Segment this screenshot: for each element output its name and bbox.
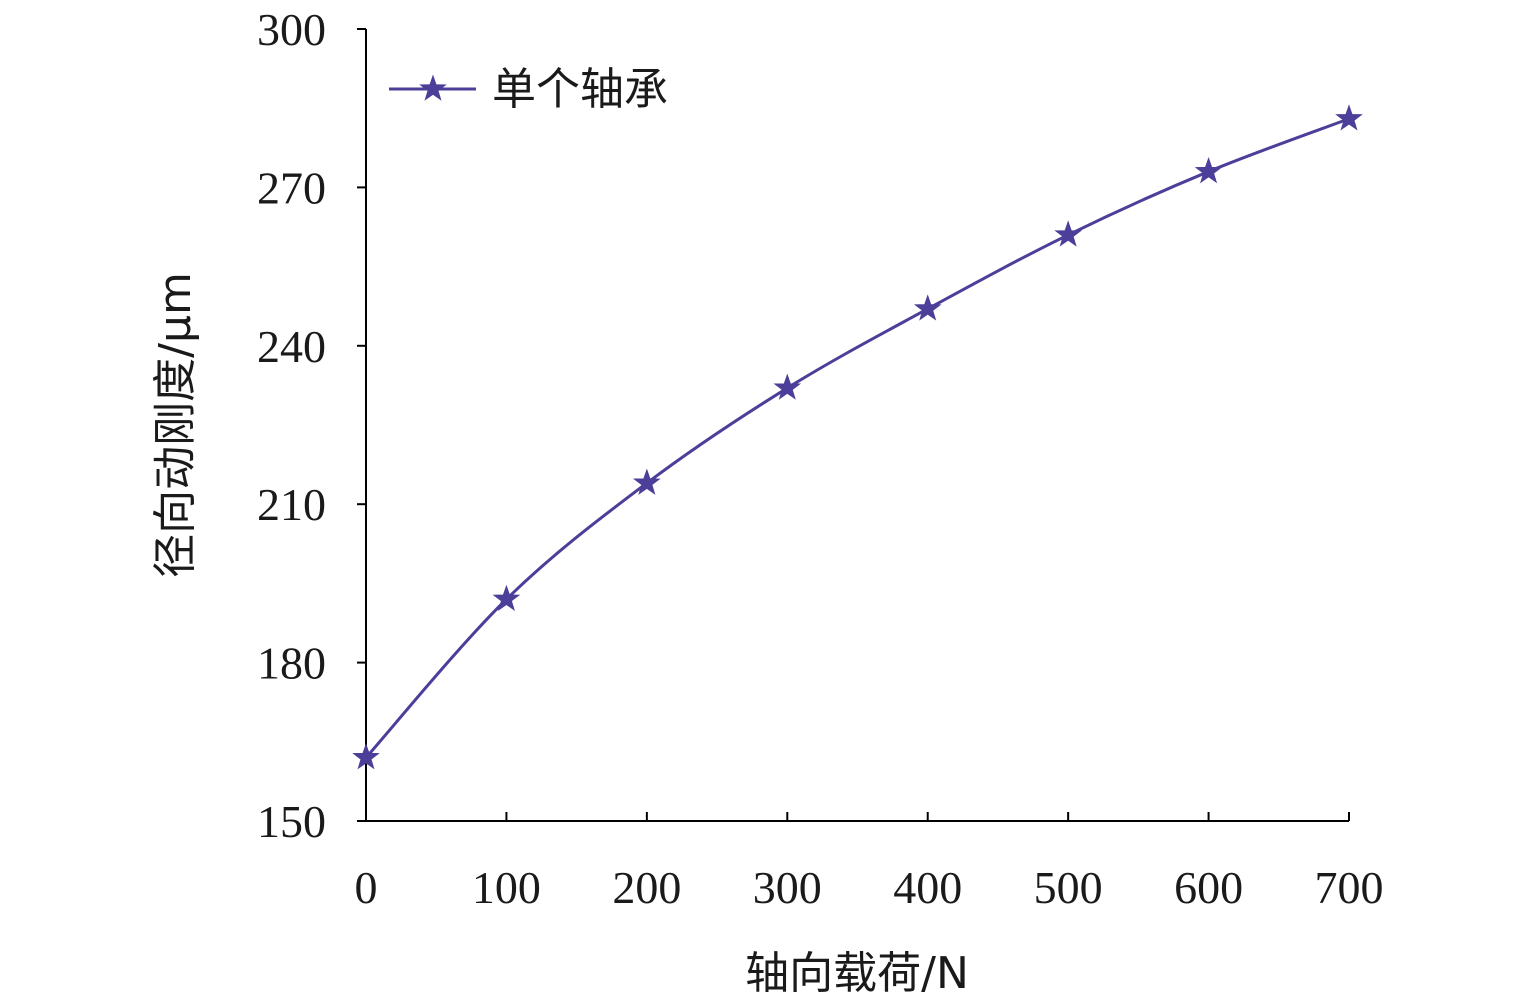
data-point-star <box>1335 104 1363 131</box>
legend-label: 单个轴承 <box>492 64 668 115</box>
legend-star-icon <box>419 74 447 101</box>
series-line <box>364 117 1350 759</box>
y-tick-label: 180 <box>257 638 326 689</box>
axes <box>365 29 1349 822</box>
x-axis-title: 轴向载荷/N <box>745 948 969 999</box>
x-tick-label: 600 <box>1174 862 1243 913</box>
x-tick-label: 300 <box>753 862 822 913</box>
x-tick-label: 500 <box>1034 862 1103 913</box>
legend: 单个轴承 <box>389 64 668 115</box>
x-tick-label: 400 <box>893 862 962 913</box>
y-tick-label: 210 <box>257 479 326 530</box>
x-tick-label: 100 <box>472 862 541 913</box>
y-tick-label: 240 <box>257 321 326 372</box>
data-point-star <box>633 468 661 495</box>
data-point-star <box>913 294 942 321</box>
y-tick-label: 270 <box>257 162 326 213</box>
data-point-star <box>352 743 380 770</box>
data-point-star <box>492 584 521 611</box>
y-axis-title: 径向动刚度/μm <box>150 272 201 578</box>
y-tick-label: 150 <box>257 796 326 847</box>
data-point-star <box>1054 220 1082 247</box>
x-tick-label: 700 <box>1315 862 1384 913</box>
data-point-star <box>1194 157 1223 184</box>
x-tick-label: 200 <box>612 862 681 913</box>
series-layer <box>352 104 1363 770</box>
x-tick-label: 0 <box>355 862 378 913</box>
ticks: 150 180 210 240 270 300 0 100 200 300 400 500 600 700 <box>257 4 1384 913</box>
data-point-star <box>773 373 802 400</box>
y-tick-label: 300 <box>257 4 326 55</box>
